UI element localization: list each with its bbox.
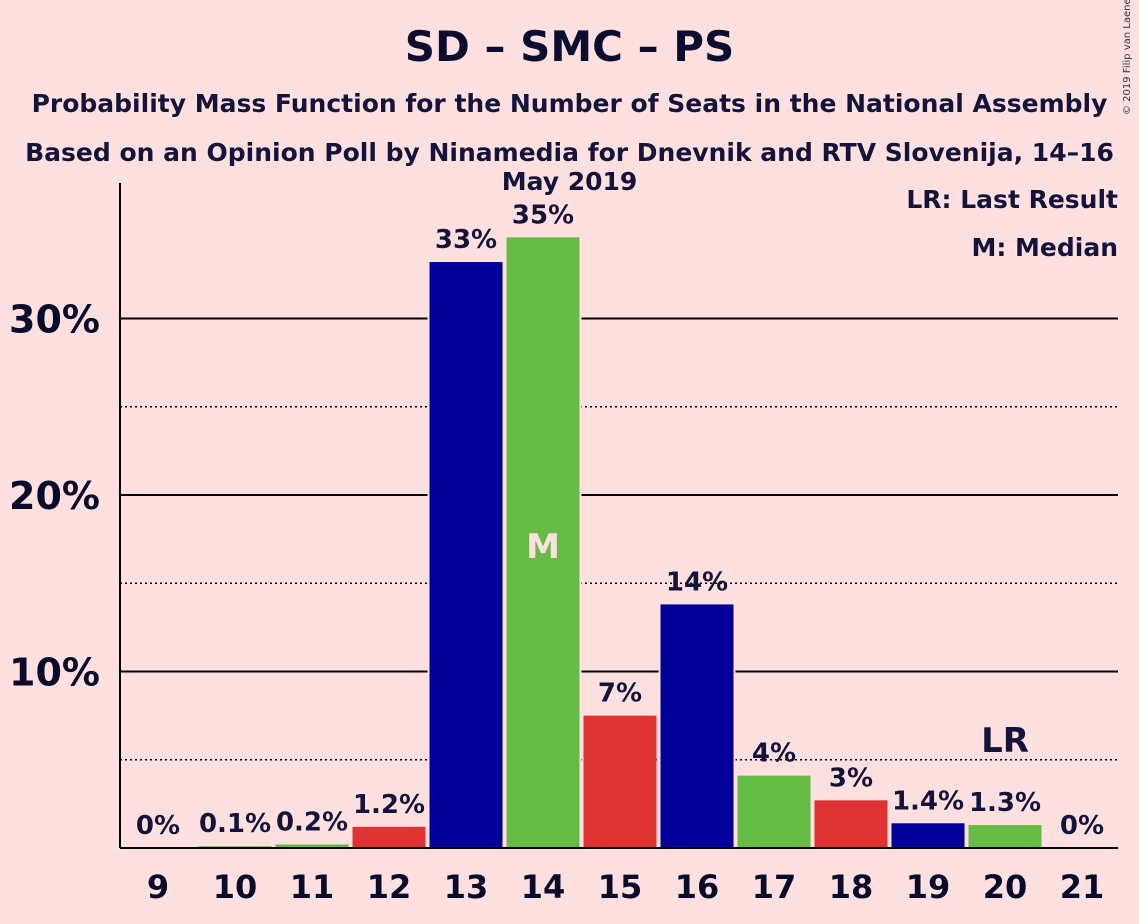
bar	[583, 715, 657, 848]
bar-value-label: 33%	[435, 225, 497, 255]
bar-value-label: 0.1%	[199, 809, 271, 839]
x-tick-label: 10	[213, 868, 258, 906]
bar-value-label: 35%	[512, 200, 574, 230]
bar	[891, 823, 965, 848]
x-tick-label: 21	[1060, 868, 1105, 906]
bar-value-label: 0%	[136, 811, 180, 841]
y-tick-label: 30%	[9, 298, 100, 342]
x-tick-label: 11	[290, 868, 335, 906]
x-tick-label: 9	[147, 868, 169, 906]
bar	[275, 844, 349, 848]
y-tick-label: 20%	[9, 474, 100, 518]
x-tick-label: 12	[367, 868, 412, 906]
bar	[968, 825, 1042, 848]
bar-value-label: 1.3%	[969, 788, 1041, 818]
x-tick-label: 15	[598, 868, 643, 906]
bar-value-label: 1.4%	[892, 786, 964, 816]
bar-value-label: 1.2%	[353, 790, 425, 820]
x-tick-label: 17	[752, 868, 797, 906]
bar	[660, 604, 734, 848]
x-tick-label: 14	[521, 868, 566, 906]
bar	[737, 775, 811, 848]
bar-value-label: 0%	[1060, 811, 1104, 841]
bar	[352, 826, 426, 848]
bar-value-label: 0.2%	[276, 807, 348, 837]
y-tick-label: 10%	[9, 651, 100, 695]
x-tick-label: 16	[675, 868, 720, 906]
x-tick-label: 18	[829, 868, 874, 906]
bar-value-label: 14%	[666, 567, 728, 597]
chart-title: SD – SMC – PS	[404, 22, 735, 71]
x-tick-label: 20	[983, 868, 1028, 906]
x-tick-label: 13	[444, 868, 489, 906]
bar-value-label: 4%	[752, 739, 796, 769]
bar	[429, 262, 503, 848]
bar	[814, 800, 888, 848]
legend-last-result: LR: Last Result	[906, 185, 1118, 214]
chart-source: Based on an Opinion Poll by Ninamedia fo…	[25, 138, 1114, 196]
x-tick-label: 19	[906, 868, 951, 906]
legend-median: M: Median	[971, 233, 1118, 262]
last-result-marker: LR	[981, 721, 1029, 761]
bar-value-label: 3%	[829, 763, 873, 793]
bar-value-label: 7%	[598, 679, 642, 709]
chart-subtitle: Probability Mass Function for the Number…	[31, 89, 1108, 118]
bar	[506, 237, 580, 848]
median-marker: M	[526, 527, 560, 567]
